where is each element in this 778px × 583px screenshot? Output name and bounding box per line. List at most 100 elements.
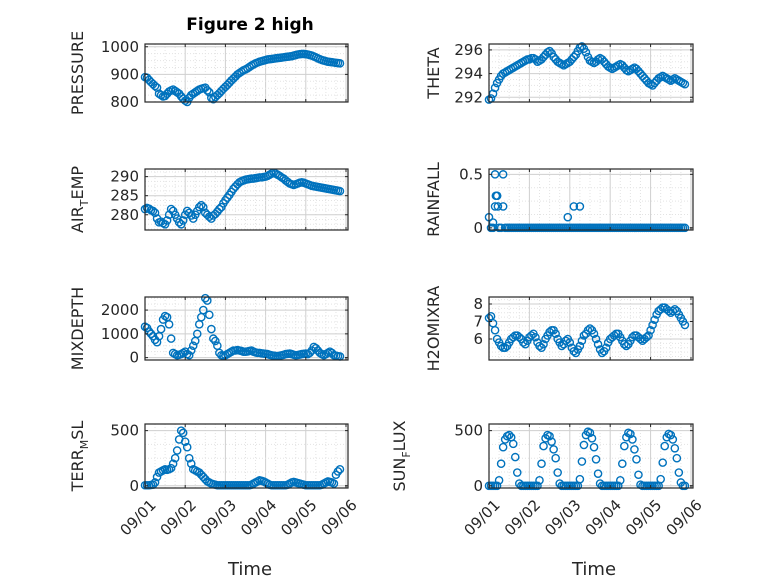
air-temp-data-point xyxy=(215,204,224,214)
air-temp-data-point xyxy=(198,202,208,212)
terr-msl-ylabel-subscript: M xyxy=(78,440,91,450)
sun-flux-data-point xyxy=(628,435,637,444)
sun-flux-data-point xyxy=(504,430,514,440)
sun-flux-data-point xyxy=(615,475,625,485)
h2omixra-data-point xyxy=(656,304,665,314)
h2omixra-data-point xyxy=(593,339,603,349)
rainfall-ylabel: RAINFALL xyxy=(424,162,443,237)
sun-flux-ytick-label: 0 xyxy=(473,477,483,495)
h2omixra-data-point xyxy=(585,324,595,333)
air-temp-grid xyxy=(144,169,348,230)
sun-flux-data-point xyxy=(680,481,690,491)
sun-flux-data-point xyxy=(632,455,641,464)
terr-msl-data-point xyxy=(150,478,160,487)
h2omixra-data-point xyxy=(680,320,690,330)
sun-flux-data-point xyxy=(545,431,554,441)
terr-msl-series xyxy=(140,426,345,490)
terr-msl-data-point xyxy=(182,442,192,452)
terr-msl-ylabel-tail: SL xyxy=(68,421,87,440)
h2omixra-data-point xyxy=(557,341,567,351)
pressure-series xyxy=(140,49,345,107)
h2omixra-data-point xyxy=(539,339,548,349)
h2omixra-data-point xyxy=(508,332,518,342)
pressure-data-point xyxy=(150,81,160,91)
theta-data-point xyxy=(490,83,500,93)
theta-axes-box xyxy=(488,43,694,103)
sun-flux-data-point xyxy=(535,475,544,485)
mixdepth-ylabel-main: MIXDEPTH xyxy=(68,287,87,370)
rainfall-data-point xyxy=(569,202,579,211)
theta-subplot: 292 294 296 THETA xyxy=(424,41,694,106)
sun-flux-data-point xyxy=(537,459,546,469)
mixdepth-data-point xyxy=(164,320,174,329)
h2omixra-ylabel-main: H2OMIXRA xyxy=(424,286,443,372)
theta-data-point xyxy=(545,46,554,56)
terr-msl-data-point xyxy=(166,463,176,473)
h2omixra-data-point xyxy=(601,343,611,353)
h2omixra-data-point xyxy=(597,348,607,358)
h2omixra-series xyxy=(484,303,690,358)
rainfall-series xyxy=(484,170,690,233)
terr-msl-ytick-label: 500 xyxy=(110,422,139,440)
air-temp-ylabel-subscript: T xyxy=(78,199,91,207)
air-temp-ylabel: AIRTEMP xyxy=(68,166,91,233)
h2omixra-data-point xyxy=(642,332,651,342)
rainfall-data-point xyxy=(498,202,508,211)
rainfall-data-point xyxy=(498,170,508,179)
rainfall-subplot: 0 0.5 RAINFALL xyxy=(424,162,694,237)
theta-data-point xyxy=(531,55,540,64)
terr-msl-data-point xyxy=(186,459,196,469)
sun-flux-data-point xyxy=(510,452,520,462)
mixdepth-ytick-label: 2000 xyxy=(101,301,139,319)
rainfall-data-point xyxy=(493,202,503,211)
theta-data-point xyxy=(569,52,579,62)
sun-flux-data-point xyxy=(613,481,623,491)
h2omixra-data-point xyxy=(575,341,585,351)
sun-flux-data-point xyxy=(508,439,518,449)
h2omixra-subplot: 678 H2OMIXRA xyxy=(424,286,694,372)
sun-flux-data-point xyxy=(498,442,508,452)
sun-flux-data-point xyxy=(672,453,682,463)
h2omixra-data-point xyxy=(650,315,659,325)
air-temp-ylabel-main: AIR xyxy=(68,206,87,233)
h2omixra-ytick-label: 8 xyxy=(473,295,483,313)
sun-flux-data-point xyxy=(589,442,599,452)
theta-ylabel-main: THETA xyxy=(424,47,443,99)
h2omixra-data-point xyxy=(628,332,637,342)
air-temp-ytick-label: 285 xyxy=(110,187,139,205)
terr-msl-data-point xyxy=(170,453,180,463)
h2omixra-data-point xyxy=(636,334,645,344)
mixdepth-ytick-label: 0 xyxy=(129,349,139,367)
rainfall-data-point xyxy=(575,202,585,211)
pressure-data-point xyxy=(203,86,212,95)
air-temp-ytick-label: 290 xyxy=(110,168,139,186)
terr-msl-data-point xyxy=(180,437,190,446)
figure-title: Figure 2 high xyxy=(186,15,314,35)
terr-msl-data-point xyxy=(329,479,339,488)
mixdepth-data-point xyxy=(192,329,202,339)
sun-flux-data-point xyxy=(494,475,504,485)
air-temp-data-point xyxy=(148,206,158,216)
h2omixra-ytick-label: 6 xyxy=(473,330,483,348)
mixdepth-data-point xyxy=(305,348,315,358)
pressure-data-point xyxy=(205,88,214,97)
h2omixra-data-point xyxy=(561,336,571,346)
h2omixra-data-point xyxy=(519,338,528,347)
air-temp-data-point xyxy=(174,218,184,227)
h2omixra-data-point xyxy=(589,329,599,339)
theta-ytick-label: 292 xyxy=(454,88,483,106)
air-temp-data-point xyxy=(194,202,204,212)
rainfall-data-point xyxy=(490,202,500,211)
sun-flux-data-point xyxy=(492,481,502,491)
pressure-ytick-label: 900 xyxy=(110,65,139,83)
mixdepth-data-point xyxy=(188,341,198,351)
h2omixra-data-point xyxy=(500,343,510,353)
rainfall-data-point xyxy=(563,212,573,222)
pressure-ylabel: PRESSURE xyxy=(68,31,87,115)
x-axis-label-right: Time xyxy=(571,559,616,580)
pressure-ytick-label: 800 xyxy=(110,93,139,111)
air-temp-data-point xyxy=(335,186,345,196)
mixdepth-data-point xyxy=(184,350,194,360)
h2omixra-data-point xyxy=(551,329,560,339)
